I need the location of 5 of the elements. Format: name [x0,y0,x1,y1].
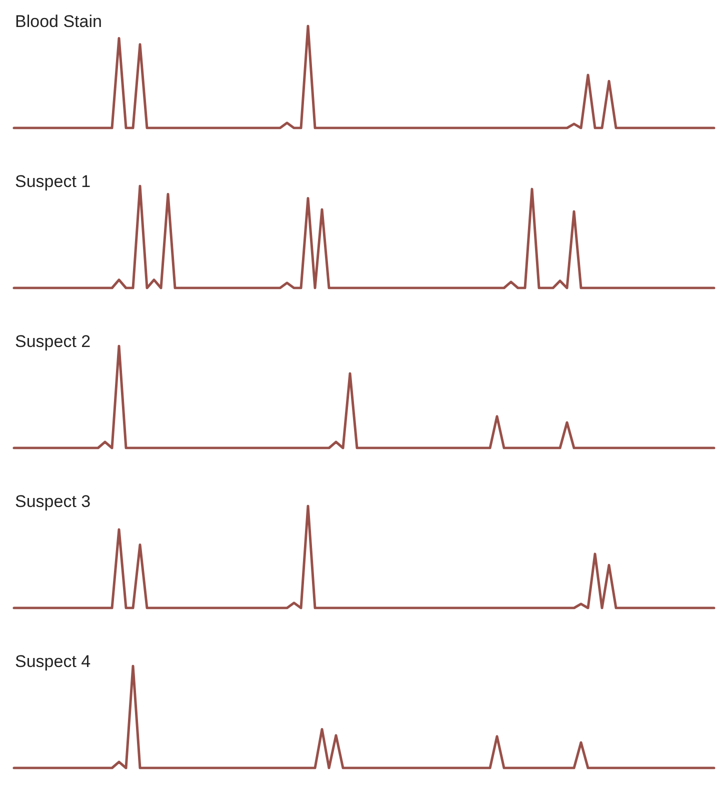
chart-title: Suspect 3 [15,492,91,511]
chart-title: Suspect 4 [15,652,91,671]
chart-title: Blood Stain [15,12,102,31]
chart-title: Suspect 1 [15,172,91,191]
chart-title: Suspect 2 [15,332,91,351]
